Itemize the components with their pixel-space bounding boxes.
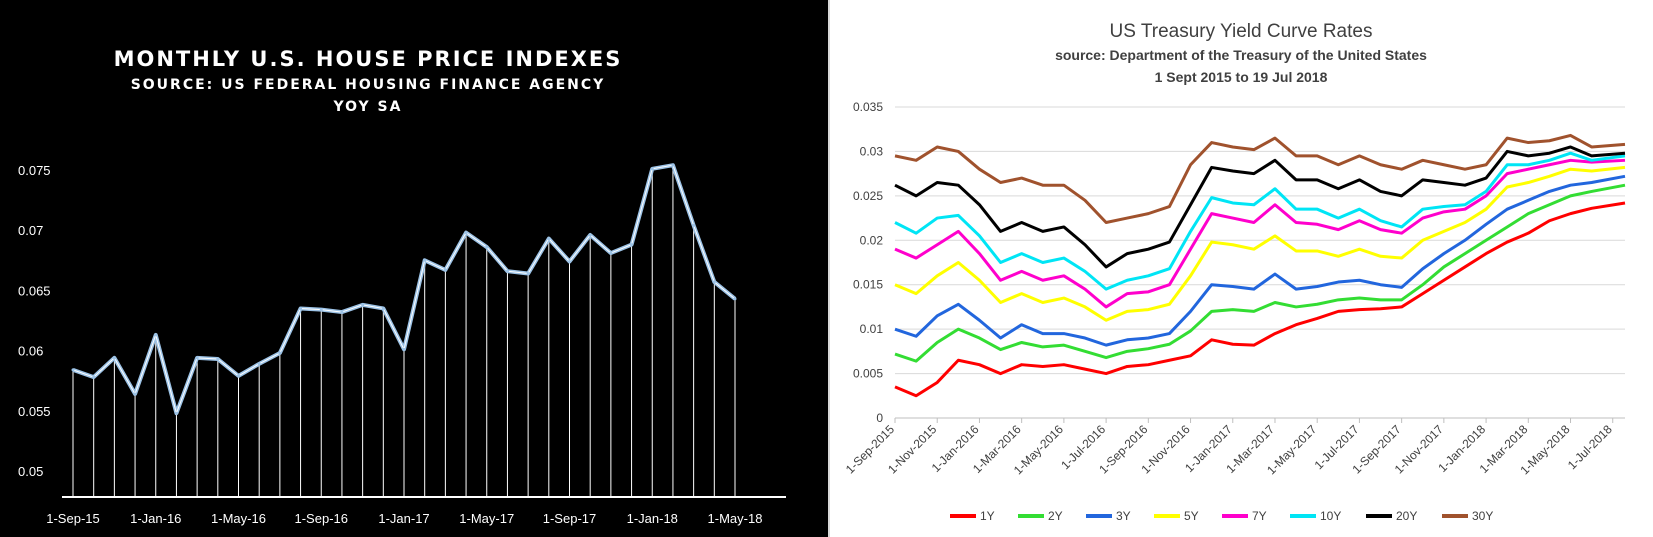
house-x-tick-label: 1-May-17 [459, 511, 514, 526]
house-chart-subtitle: SOURCE: US FEDERAL HOUSING FINANCE AGENC… [131, 77, 606, 93]
panel-divider [828, 0, 830, 537]
house-price-point [630, 243, 634, 247]
treasury-y-tick-label: 0.02 [860, 233, 884, 247]
house-chart-title: MONTHLY U.S. HOUSE PRICE INDEXES [114, 47, 623, 71]
house-chart-subtitle-2: YOY SA [333, 99, 403, 115]
house-price-point [299, 306, 303, 310]
house-price-point [402, 347, 406, 351]
house-price-chart: MONTHLY U.S. HOUSE PRICE INDEXES SOURCE:… [18, 47, 786, 526]
house-y-axis: 0.05 0.055 0.06 0.065 0.07 0.075 [18, 163, 51, 479]
house-price-point [257, 362, 261, 366]
treasury-series-line-7y [894, 158, 1626, 309]
treasury-chart-title: US Treasury Yield Curve Rates [1110, 21, 1373, 42]
treasury-chart-subtitle: source: Department of the Treasury of th… [1055, 47, 1427, 63]
house-x-tick-label: 1-Sep-15 [46, 511, 99, 526]
treasury-y-tick-label: 0 [876, 411, 883, 425]
house-price-point [340, 310, 344, 314]
house-y-tick-label: 0.055 [18, 404, 51, 419]
treasury-series-line-30y [894, 133, 1626, 225]
house-price-point [733, 297, 737, 301]
house-price-point [423, 258, 427, 262]
house-x-tick-label: 1-Sep-17 [543, 511, 596, 526]
treasury-legend-label: 3Y [1116, 509, 1131, 523]
house-x-tick-label: 1-Jan-16 [130, 511, 181, 526]
treasury-y-tick-label: 0.015 [853, 278, 883, 292]
treasury-legend-label: 1Y [980, 509, 995, 523]
treasury-y-tick-label: 0.01 [860, 322, 884, 336]
house-price-point [278, 351, 282, 355]
treasury-series-line-1y [894, 201, 1626, 398]
treasury-x-axis: 1-Sep-20151-Nov-20151-Jan-20161-Mar-2016… [843, 418, 1615, 477]
treasury-series-line-10y [894, 151, 1626, 291]
house-price-point [464, 231, 468, 235]
house-y-tick-label: 0.07 [18, 223, 43, 238]
treasury-y-tick-label: 0.03 [860, 144, 884, 158]
house-price-point [319, 308, 323, 312]
house-price-point [505, 269, 509, 273]
house-price-point [568, 260, 571, 264]
house-price-point [92, 375, 96, 379]
treasury-series-line-2y [894, 183, 1626, 363]
treasury-series [894, 133, 1626, 398]
house-x-tick-label: 1-Jan-18 [627, 511, 678, 526]
house-price-chart-panel: MONTHLY U.S. HOUSE PRICE INDEXES SOURCE:… [0, 0, 828, 537]
treasury-chart-subtitle-2: 1 Sept 2015 to 19 Jul 2018 [1155, 69, 1328, 85]
house-y-tick-label: 0.075 [18, 163, 51, 178]
house-price-point [216, 357, 220, 361]
house-price-point [547, 237, 551, 241]
treasury-chart: US Treasury Yield Curve Rates source: De… [843, 21, 1626, 523]
house-price-point [195, 356, 199, 360]
house-y-tick-label: 0.05 [18, 464, 43, 479]
house-price-point [133, 392, 137, 396]
treasury-y-tick-label: 0.025 [853, 189, 883, 203]
treasury-legend-label: 30Y [1472, 509, 1493, 523]
house-price-point [692, 223, 696, 227]
house-price-point [443, 268, 447, 272]
house-price-point [588, 233, 592, 237]
treasury-chart-panel: US Treasury Yield Curve Rates source: De… [830, 0, 1653, 537]
house-price-point [712, 280, 716, 284]
treasury-legend-label: 2Y [1048, 509, 1063, 523]
house-price-point [174, 411, 178, 415]
treasury-series-line-3y [894, 174, 1626, 347]
house-price-point [361, 303, 365, 307]
house-price-point [71, 368, 75, 372]
house-price-series [71, 163, 737, 416]
treasury-series-line-5y [894, 165, 1626, 322]
treasury-legend-label: 10Y [1320, 509, 1341, 523]
house-price-point [526, 272, 530, 276]
house-price-point [609, 251, 613, 255]
treasury-y-tick-label: 0.005 [853, 367, 883, 381]
house-y-tick-label: 0.065 [18, 283, 51, 298]
treasury-series-line-20y [894, 145, 1626, 269]
house-price-point [154, 333, 158, 337]
treasury-y-axis: 0 0.005 0.01 0.015 0.02 0.025 0.03 0.035 [853, 100, 883, 425]
house-price-point [237, 374, 240, 378]
house-x-tick-label: 1-May-16 [211, 511, 266, 526]
house-y-tick-label: 0.06 [18, 344, 43, 359]
treasury-y-tick-label: 0.035 [853, 100, 883, 114]
house-price-point [112, 356, 116, 360]
treasury-legend: 1Y 2Y 3Y 5Y 7Y 10Y 20Y 30Y [950, 509, 1493, 523]
house-price-point [381, 306, 385, 310]
house-drop-lines [72, 165, 736, 497]
house-price-point [650, 167, 654, 171]
house-x-tick-label: 1-Sep-16 [295, 511, 348, 526]
house-price-point [671, 163, 675, 167]
treasury-x-tick-label: 1-Jul-2018 [1565, 422, 1615, 472]
treasury-legend-label: 7Y [1252, 509, 1267, 523]
treasury-legend-label: 20Y [1396, 509, 1417, 523]
treasury-legend-label: 5Y [1184, 509, 1199, 523]
house-x-tick-label: 1-Jan-17 [378, 511, 429, 526]
house-x-axis: 1-Sep-15 1-Jan-16 1-May-16 1-Sep-16 1-Jan-17… [46, 511, 762, 526]
house-x-tick-label: 1-May-18 [708, 511, 763, 526]
house-price-point [485, 245, 489, 249]
